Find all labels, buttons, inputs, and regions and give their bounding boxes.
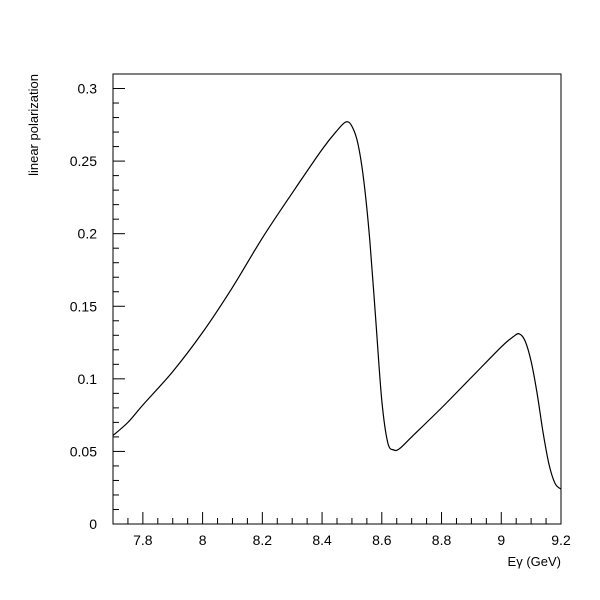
y-tick-label: 0.05 (70, 443, 97, 459)
y-tick-label: 0.1 (78, 371, 98, 387)
y-axis-title: linear polarization (26, 74, 41, 176)
y-tick-label: 0 (89, 516, 97, 532)
x-tick-label: 7.8 (133, 532, 153, 548)
x-tick-label: 8.2 (253, 532, 273, 548)
x-tick-label: 9.2 (551, 532, 571, 548)
x-tick-label: 8.6 (372, 532, 392, 548)
x-tick-label: 8 (199, 532, 207, 548)
y-tick-label: 0.25 (70, 153, 97, 169)
plot-frame (112, 73, 562, 525)
axis-ticks (112, 73, 562, 525)
y-tick-label: 0.3 (78, 81, 98, 97)
x-axis-title: Eγ (GeV) (508, 554, 561, 569)
series-line (112, 121, 562, 490)
x-tick-label: 8.8 (432, 532, 452, 548)
y-tick-label: 0.2 (78, 226, 98, 242)
y-tick-label: 0.15 (70, 298, 97, 314)
tick-labels: 7.8 8 8.2 8.4 8.6 8.8 9 9.2 0 0.05 0.1 0.15 0.2 0.25 0… (70, 81, 571, 548)
x-tick-label: 8.4 (312, 532, 332, 548)
x-tick-label: 9 (497, 532, 505, 548)
